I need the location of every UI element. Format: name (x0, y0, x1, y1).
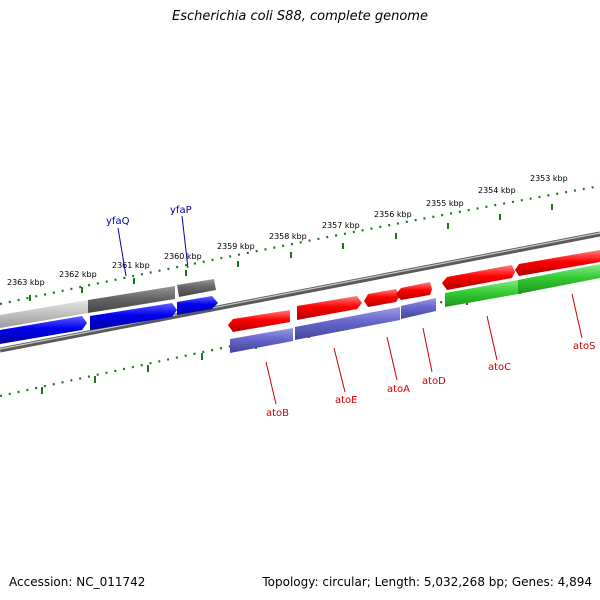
scale-label-2358: 2358 kbp (269, 232, 307, 241)
gene-label-yfaQ: yfaQ (106, 216, 130, 227)
gene-atoB-red (228, 310, 290, 332)
gene-atoC-red-2 (515, 250, 600, 276)
gene-atoA-red (364, 289, 400, 307)
genome-summary: Topology: circular; Length: 5,032,268 bp… (262, 575, 592, 589)
gene-atoS-green (518, 264, 600, 294)
gene-gray (88, 286, 175, 313)
gene-blue-yfaP (177, 296, 218, 315)
genome-backbone-highlight (0, 232, 600, 350)
scale-label-2363: 2363 kbp (7, 278, 45, 287)
gene-blue-yfaQ (90, 303, 177, 330)
gene-label-yfaP: yfaP (170, 205, 192, 216)
gene-atoD-red (396, 282, 432, 300)
gene-atoE-purple (295, 307, 400, 340)
scale-label-2362: 2362 kbp (59, 270, 97, 279)
gene-atoD-purple (401, 298, 436, 319)
scale-label-2357: 2357 kbp (322, 221, 360, 230)
genome-backbone (0, 231, 600, 353)
upper-scale-major-ticks (29, 204, 553, 301)
gene-atoC-red-1 (442, 265, 515, 290)
blue-leader-lines (117, 215, 189, 277)
scale-label-2354: 2354 kbp (478, 186, 516, 195)
scale-label-2359: 2359 kbp (217, 242, 255, 251)
red-leader-lines (265, 293, 583, 405)
upper-scale-ring (0, 184, 600, 306)
gene-atoC-green (445, 280, 518, 307)
scale-label-2353: 2353 kbp (530, 174, 568, 183)
gene-label-atoD: atoD (422, 376, 446, 387)
gene-label-atoB: atoB (266, 408, 289, 419)
gene-label-atoA: atoA (387, 384, 410, 395)
scale-label-2355: 2355 kbp (426, 199, 464, 208)
gene-label-atoC: atoC (488, 362, 511, 373)
scale-label-2360: 2360 kbp (164, 252, 202, 261)
map-title: Escherichia coli S88, complete genome (172, 9, 428, 24)
gene-blue-1 (0, 316, 87, 344)
gene-atoB-purple (230, 328, 293, 353)
gene-label-atoS: atoS (573, 341, 596, 352)
scale-label-2356: 2356 kbp (374, 210, 412, 219)
gene-light-gray (0, 300, 88, 328)
gene-atoE-red (297, 296, 362, 320)
gene-gray-yfaP (177, 279, 216, 297)
gene-label-atoE: atoE (335, 395, 358, 406)
scale-label-2361: 2361 kbp (112, 261, 150, 270)
accession-label: Accession: NC_011742 (9, 575, 146, 589)
